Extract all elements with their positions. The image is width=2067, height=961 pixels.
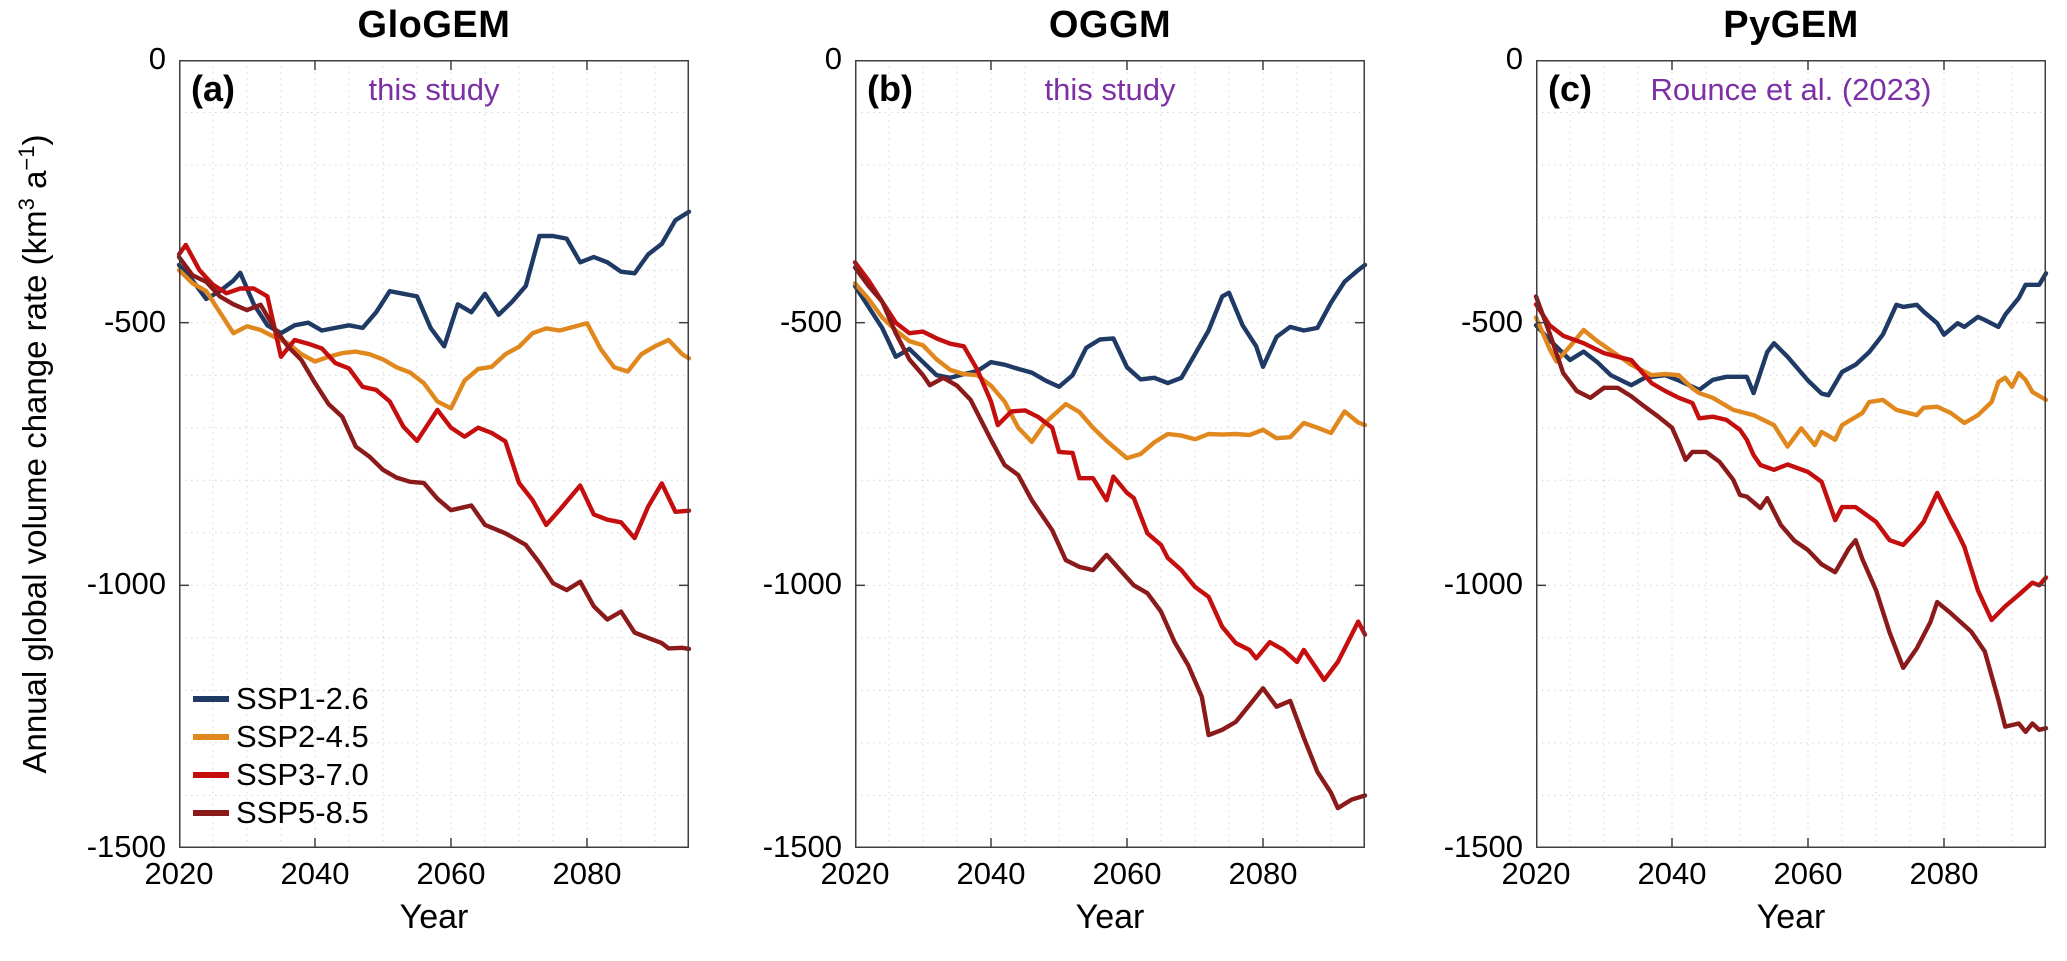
legend-line-swatch	[193, 734, 229, 740]
y-tick-label: -500	[103, 303, 166, 339]
legend-label: SSP3-7.0	[236, 757, 369, 792]
x-tick-label: 2080	[552, 856, 622, 891]
chart-svg-glogem	[176, 60, 692, 848]
x-tick-label: 2020	[1501, 856, 1571, 891]
y-axis-title: Annual global volume change rate (km3 a−…	[14, 134, 54, 773]
x-axis-title-oggm: Year	[1075, 898, 1145, 936]
panel-glogem: GloGEM (a) this study SSP1-2.6 SSP2-4.5 SS…	[176, 0, 692, 961]
x-axis-title-glogem: Year	[399, 898, 469, 936]
panel-letter-c: (c)	[1548, 68, 1592, 109]
plot-area-oggm: (b) this study	[852, 60, 1368, 848]
x-tick-label: 2040	[1637, 856, 1707, 891]
series-ssp3-7.0	[176, 242, 692, 541]
legend-item-ssp3-7.0: SSP3-7.0	[193, 756, 369, 794]
series-ssp5-8.5	[1533, 294, 2049, 735]
series-ssp2-4.5	[852, 281, 1368, 461]
y-tick-label: -1000	[762, 566, 842, 602]
y-axis-title-text: Annual global volume change rate (km	[16, 210, 53, 774]
panel-annotation-a: this study	[368, 72, 500, 107]
legend-item-ssp2-4.5: SSP2-4.5	[193, 718, 369, 756]
series-ssp1-2.6	[176, 209, 692, 349]
panel-letter-a: (a)	[191, 68, 235, 109]
x-tick-label: 2040	[280, 856, 350, 891]
panel-oggm: OGGM (b) this study Year	[852, 0, 1368, 961]
y-axis-title-text: )	[16, 134, 53, 146]
legend: SSP1-2.6 SSP2-4.5 SSP3-7.0 SSP5-8.5	[193, 680, 369, 832]
y-axis-title-text: a	[16, 170, 53, 199]
series-ssp1-2.6	[1533, 271, 2049, 398]
y-tick-label: -1000	[86, 566, 166, 602]
panel-letter-b: (b)	[867, 68, 913, 109]
series-ssp1-2.6	[852, 262, 1368, 389]
x-tick-label: 2060	[1773, 856, 1843, 891]
x-tick-label: 2080	[1909, 856, 1979, 891]
series-ssp3-7.0	[1533, 302, 2049, 623]
legend-label: SSP2-4.5	[236, 719, 369, 754]
y-axis-title-superscript: −1	[14, 145, 39, 171]
y-tick-label: 0	[824, 41, 842, 76]
plot-area-pygem: (c) Rounce et al. (2023)	[1533, 60, 2049, 848]
panel-pygem: PyGEM (c) Rounce et al. (2023) Year	[1533, 0, 2049, 961]
legend-item-ssp5-8.5: SSP5-8.5	[193, 794, 369, 832]
x-tick-label: 2080	[1228, 856, 1298, 891]
chart-svg-pygem	[1533, 60, 2049, 848]
panel-title-pygem: PyGEM	[1723, 4, 1859, 46]
y-tick-label: -1000	[1443, 566, 1523, 602]
series-ssp2-4.5	[176, 267, 692, 411]
x-axis-title-pygem: Year	[1756, 898, 1826, 936]
y-tick-label: -500	[1460, 303, 1523, 339]
x-tick-label: 2020	[144, 856, 214, 891]
chart-svg-oggm	[852, 60, 1368, 848]
y-tick-label: -500	[779, 303, 842, 339]
x-tick-label: 2060	[416, 856, 486, 891]
y-tick-label: 0	[1505, 41, 1523, 76]
panel-title-glogem: GloGEM	[357, 4, 511, 46]
series-ssp5-8.5	[176, 254, 692, 652]
series-ssp2-4.5	[1533, 315, 2049, 449]
series-ssp5-8.5	[852, 265, 1368, 811]
y-tick-label: -1500	[762, 829, 842, 864]
plot-area-glogem: (a) this study SSP1-2.6 SSP2-4.5 SSP3-7.0 S…	[176, 60, 692, 848]
panel-annotation-c: Rounce et al. (2023)	[1650, 72, 1932, 107]
panel-annotation-b: this study	[1044, 72, 1176, 107]
x-tick-label: 2040	[956, 856, 1026, 891]
series-ssp3-7.0	[852, 260, 1368, 683]
x-tick-label: 2020	[820, 856, 890, 891]
x-tick-label: 2060	[1092, 856, 1162, 891]
legend-item-ssp1-2.6: SSP1-2.6	[193, 680, 369, 718]
y-tick-label: -1500	[86, 829, 166, 864]
y-axis-title-superscript: 3	[14, 198, 39, 211]
y-tick-label: 0	[148, 41, 166, 76]
y-tick-label: -1500	[1443, 829, 1523, 864]
legend-label: SSP1-2.6	[236, 681, 369, 716]
panel-title-oggm: OGGM	[1048, 4, 1172, 46]
legend-label: SSP5-8.5	[236, 795, 369, 830]
legend-line-swatch	[193, 772, 229, 778]
legend-line-swatch	[193, 810, 229, 816]
legend-line-swatch	[193, 696, 229, 702]
